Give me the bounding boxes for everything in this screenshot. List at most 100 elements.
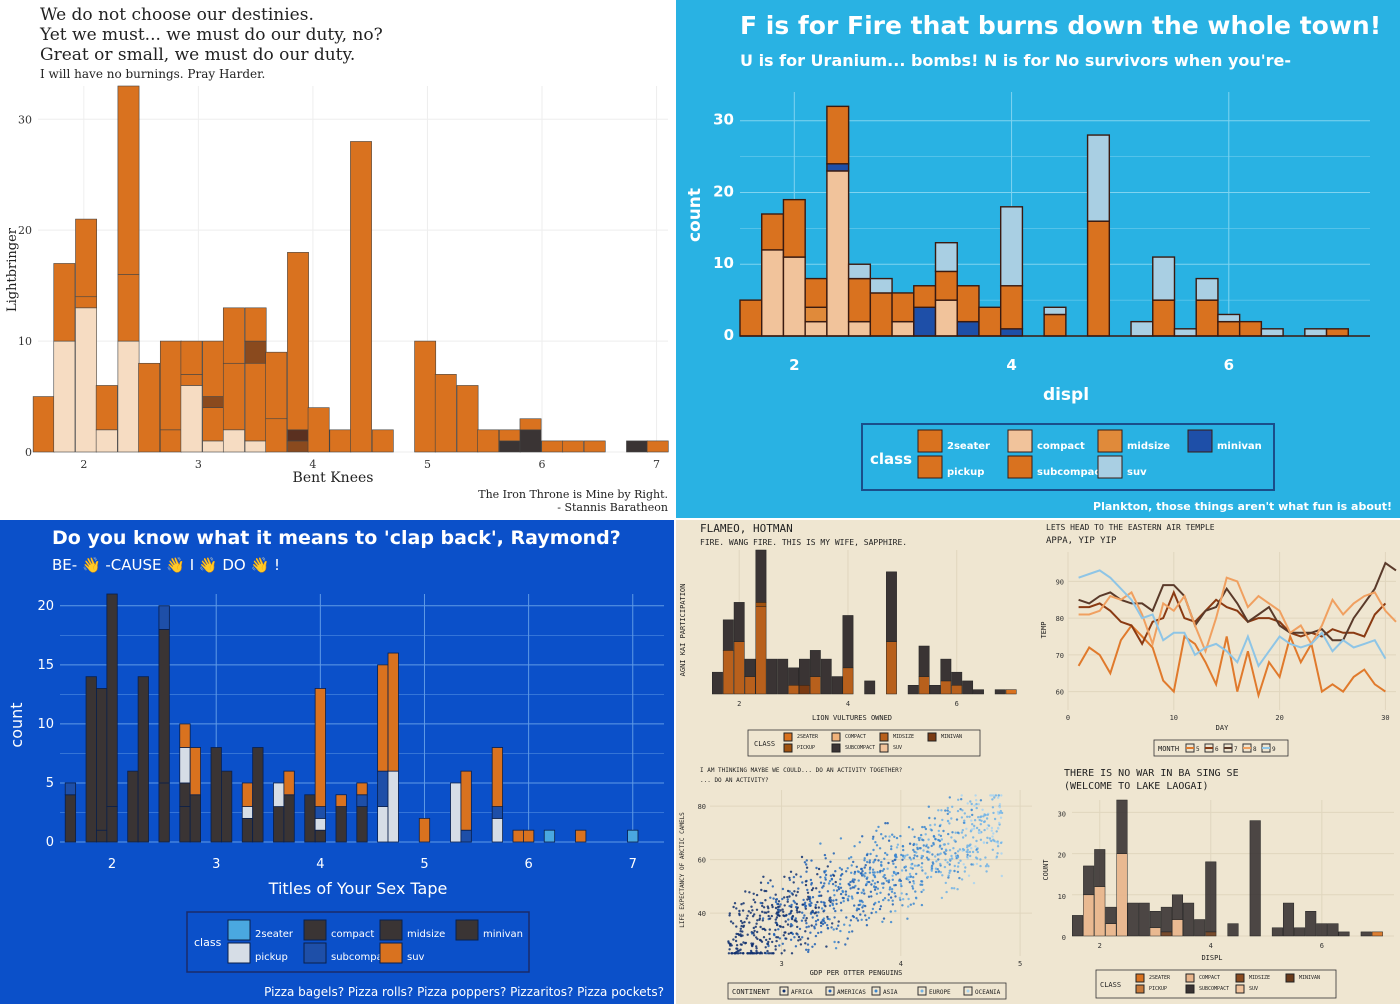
scatter-point	[948, 869, 951, 872]
scatter-point	[950, 836, 953, 839]
line-month-9	[1078, 569, 1387, 669]
legend-label-2seater: 2seater	[255, 929, 294, 940]
scatter-point	[835, 927, 838, 930]
scatter-point	[862, 888, 865, 891]
scatter-point	[751, 915, 755, 918]
legend-key-2SEATER	[1135, 973, 1145, 983]
scatter-point	[831, 903, 835, 907]
scatter-point	[971, 813, 974, 817]
bar-subcompact-18	[907, 685, 919, 695]
scatter-point	[889, 920, 893, 924]
scatter-point	[929, 824, 932, 827]
scatter-point	[984, 813, 987, 817]
scatter-point	[814, 923, 818, 926]
scatter-point	[820, 900, 823, 904]
scatter-point	[797, 935, 801, 939]
bar-midsize-16	[886, 641, 897, 695]
scatter-point	[994, 794, 998, 797]
scatter-point	[948, 810, 951, 814]
scatter-point	[863, 857, 866, 860]
scatter-point	[864, 864, 867, 867]
scatter-point	[988, 837, 992, 840]
scatter-point	[801, 936, 804, 939]
scatter-point	[783, 875, 786, 878]
scatter-point	[811, 916, 814, 919]
scatter-point	[755, 908, 759, 911]
scatter-point	[968, 850, 972, 854]
avatar-hist-axes: 2 4 6	[737, 700, 959, 708]
legend-key-MIDSIZE	[879, 732, 889, 742]
scatter-point	[890, 847, 893, 851]
scatter-point	[797, 939, 800, 942]
x-tick-label-5: 7	[653, 458, 660, 471]
scatter-point	[996, 845, 1000, 848]
bar-compact-9	[934, 299, 958, 337]
scatter-point	[844, 890, 848, 893]
scatter-point	[805, 926, 808, 929]
scatter-point	[888, 886, 892, 889]
scatter-point	[776, 913, 779, 917]
scatter-point	[839, 878, 842, 881]
scatter-point	[973, 804, 976, 807]
scatter-point	[855, 917, 858, 920]
scatter-point	[956, 865, 960, 868]
scatter-point	[913, 864, 917, 867]
scatter-point	[806, 891, 810, 894]
scatter-point	[877, 859, 880, 862]
scatter-point	[857, 887, 860, 891]
scatter-point	[728, 912, 731, 915]
scatter-point	[915, 843, 918, 846]
scatter-point	[819, 876, 822, 879]
scatter-point	[729, 942, 732, 946]
legend-key-SUBCOMPACT	[831, 743, 841, 753]
avatar-hist2-subtitle: (WELCOME TO LAKE LAOGAI)	[1064, 781, 1209, 792]
scatter-point	[795, 902, 798, 906]
scatter-point	[801, 881, 804, 884]
scatter-point	[756, 919, 759, 922]
scatter-point	[920, 856, 923, 860]
avatar-scatter-points	[727, 794, 1004, 955]
scatter-point	[840, 868, 843, 871]
bar-subcompact-24	[460, 829, 472, 843]
scatter-point	[728, 914, 731, 917]
scatter-point	[829, 860, 832, 863]
legend-label-OCEANIA: OCEANIA	[975, 989, 1001, 996]
bar-pickup-11	[241, 806, 254, 819]
bar-midsize-4	[755, 606, 767, 695]
scatter-point	[924, 872, 927, 875]
scatter-point	[834, 884, 837, 887]
scatter-point	[775, 936, 778, 939]
y-tick-label-3: 30	[713, 111, 734, 129]
bar-subcompact-5	[847, 277, 872, 323]
scatter-point	[785, 937, 788, 940]
scatter-point	[759, 925, 762, 929]
scatter-point	[837, 920, 840, 923]
scatter-point	[877, 825, 880, 829]
legend-label-PICKUP: PICKUP	[797, 745, 815, 751]
avatar-hist-legend-title: CLASS	[754, 740, 775, 748]
b99-x-axis-label: Titles of Your Sex Tape	[268, 879, 448, 898]
scatter-point	[806, 888, 809, 892]
scatter-point	[748, 921, 751, 924]
scatter-point	[776, 905, 780, 909]
scatter-point	[777, 910, 780, 914]
scatter-point	[802, 898, 805, 902]
scatter-point	[784, 920, 787, 923]
scatter-point	[839, 892, 843, 896]
avatar-scatter-x-label: GDP PER OTTER PENGUINS	[810, 969, 903, 977]
scatter-point	[880, 860, 883, 864]
scatter-point	[991, 798, 994, 801]
scatter-point	[732, 938, 735, 941]
scatter-point	[997, 842, 1000, 845]
scatter-point	[944, 852, 947, 856]
scatter-point	[912, 882, 916, 885]
bar-subcompact-26	[583, 440, 606, 453]
scatter-point	[815, 866, 818, 870]
scatter-point	[750, 942, 753, 945]
scatter-point	[995, 830, 998, 833]
bar-midsize-7	[788, 685, 799, 695]
scatter-point	[851, 930, 854, 933]
scatter-point	[818, 890, 821, 894]
bar-subcompact-10	[820, 658, 832, 695]
scatter-point	[947, 842, 950, 845]
